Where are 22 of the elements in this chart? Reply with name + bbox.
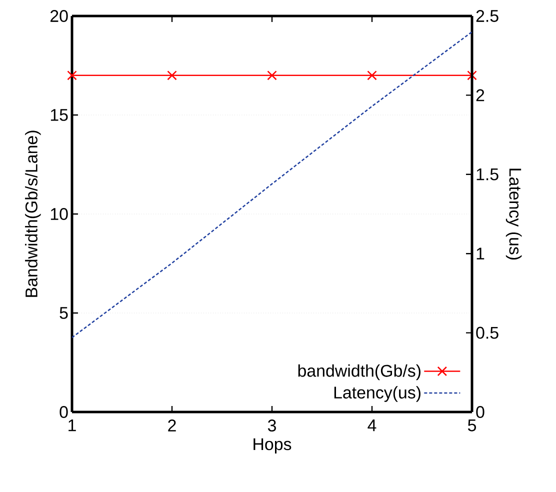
y2-tick-label: 1.5 [476, 168, 498, 180]
x-tick-label: 4 [368, 420, 376, 432]
x-tick-label: 2 [168, 420, 176, 432]
line-series [72, 31, 472, 338]
y2-axis-title: Latency (us) [506, 168, 522, 260]
x-tick-label: 3 [268, 420, 276, 432]
y-tick-label: 0 [60, 406, 68, 418]
y-tick-label: 5 [60, 307, 68, 319]
y2-tick-label: 0.5 [476, 326, 498, 339]
x-axis-title: Hops [254, 438, 292, 454]
x-tick-label: 5 [468, 420, 476, 432]
y2-tick-label: 0 [476, 406, 484, 418]
y-tick-label: 10 [50, 208, 68, 220]
y-axis-title: Bandwidth(Gb/s/Lane) [25, 130, 41, 297]
x-tick-label: 1 [68, 420, 76, 432]
y2-tick-label: 2.5 [476, 10, 498, 22]
legend-label: bandwidth(Gb/s) [298, 364, 420, 380]
y2-tick-label: 2 [476, 89, 484, 102]
y-tick-label: 20 [50, 10, 68, 22]
y2-tick-label: 1 [476, 248, 484, 260]
y-tick-label: 15 [50, 109, 68, 121]
legend-label: Latency(us) [334, 386, 420, 402]
